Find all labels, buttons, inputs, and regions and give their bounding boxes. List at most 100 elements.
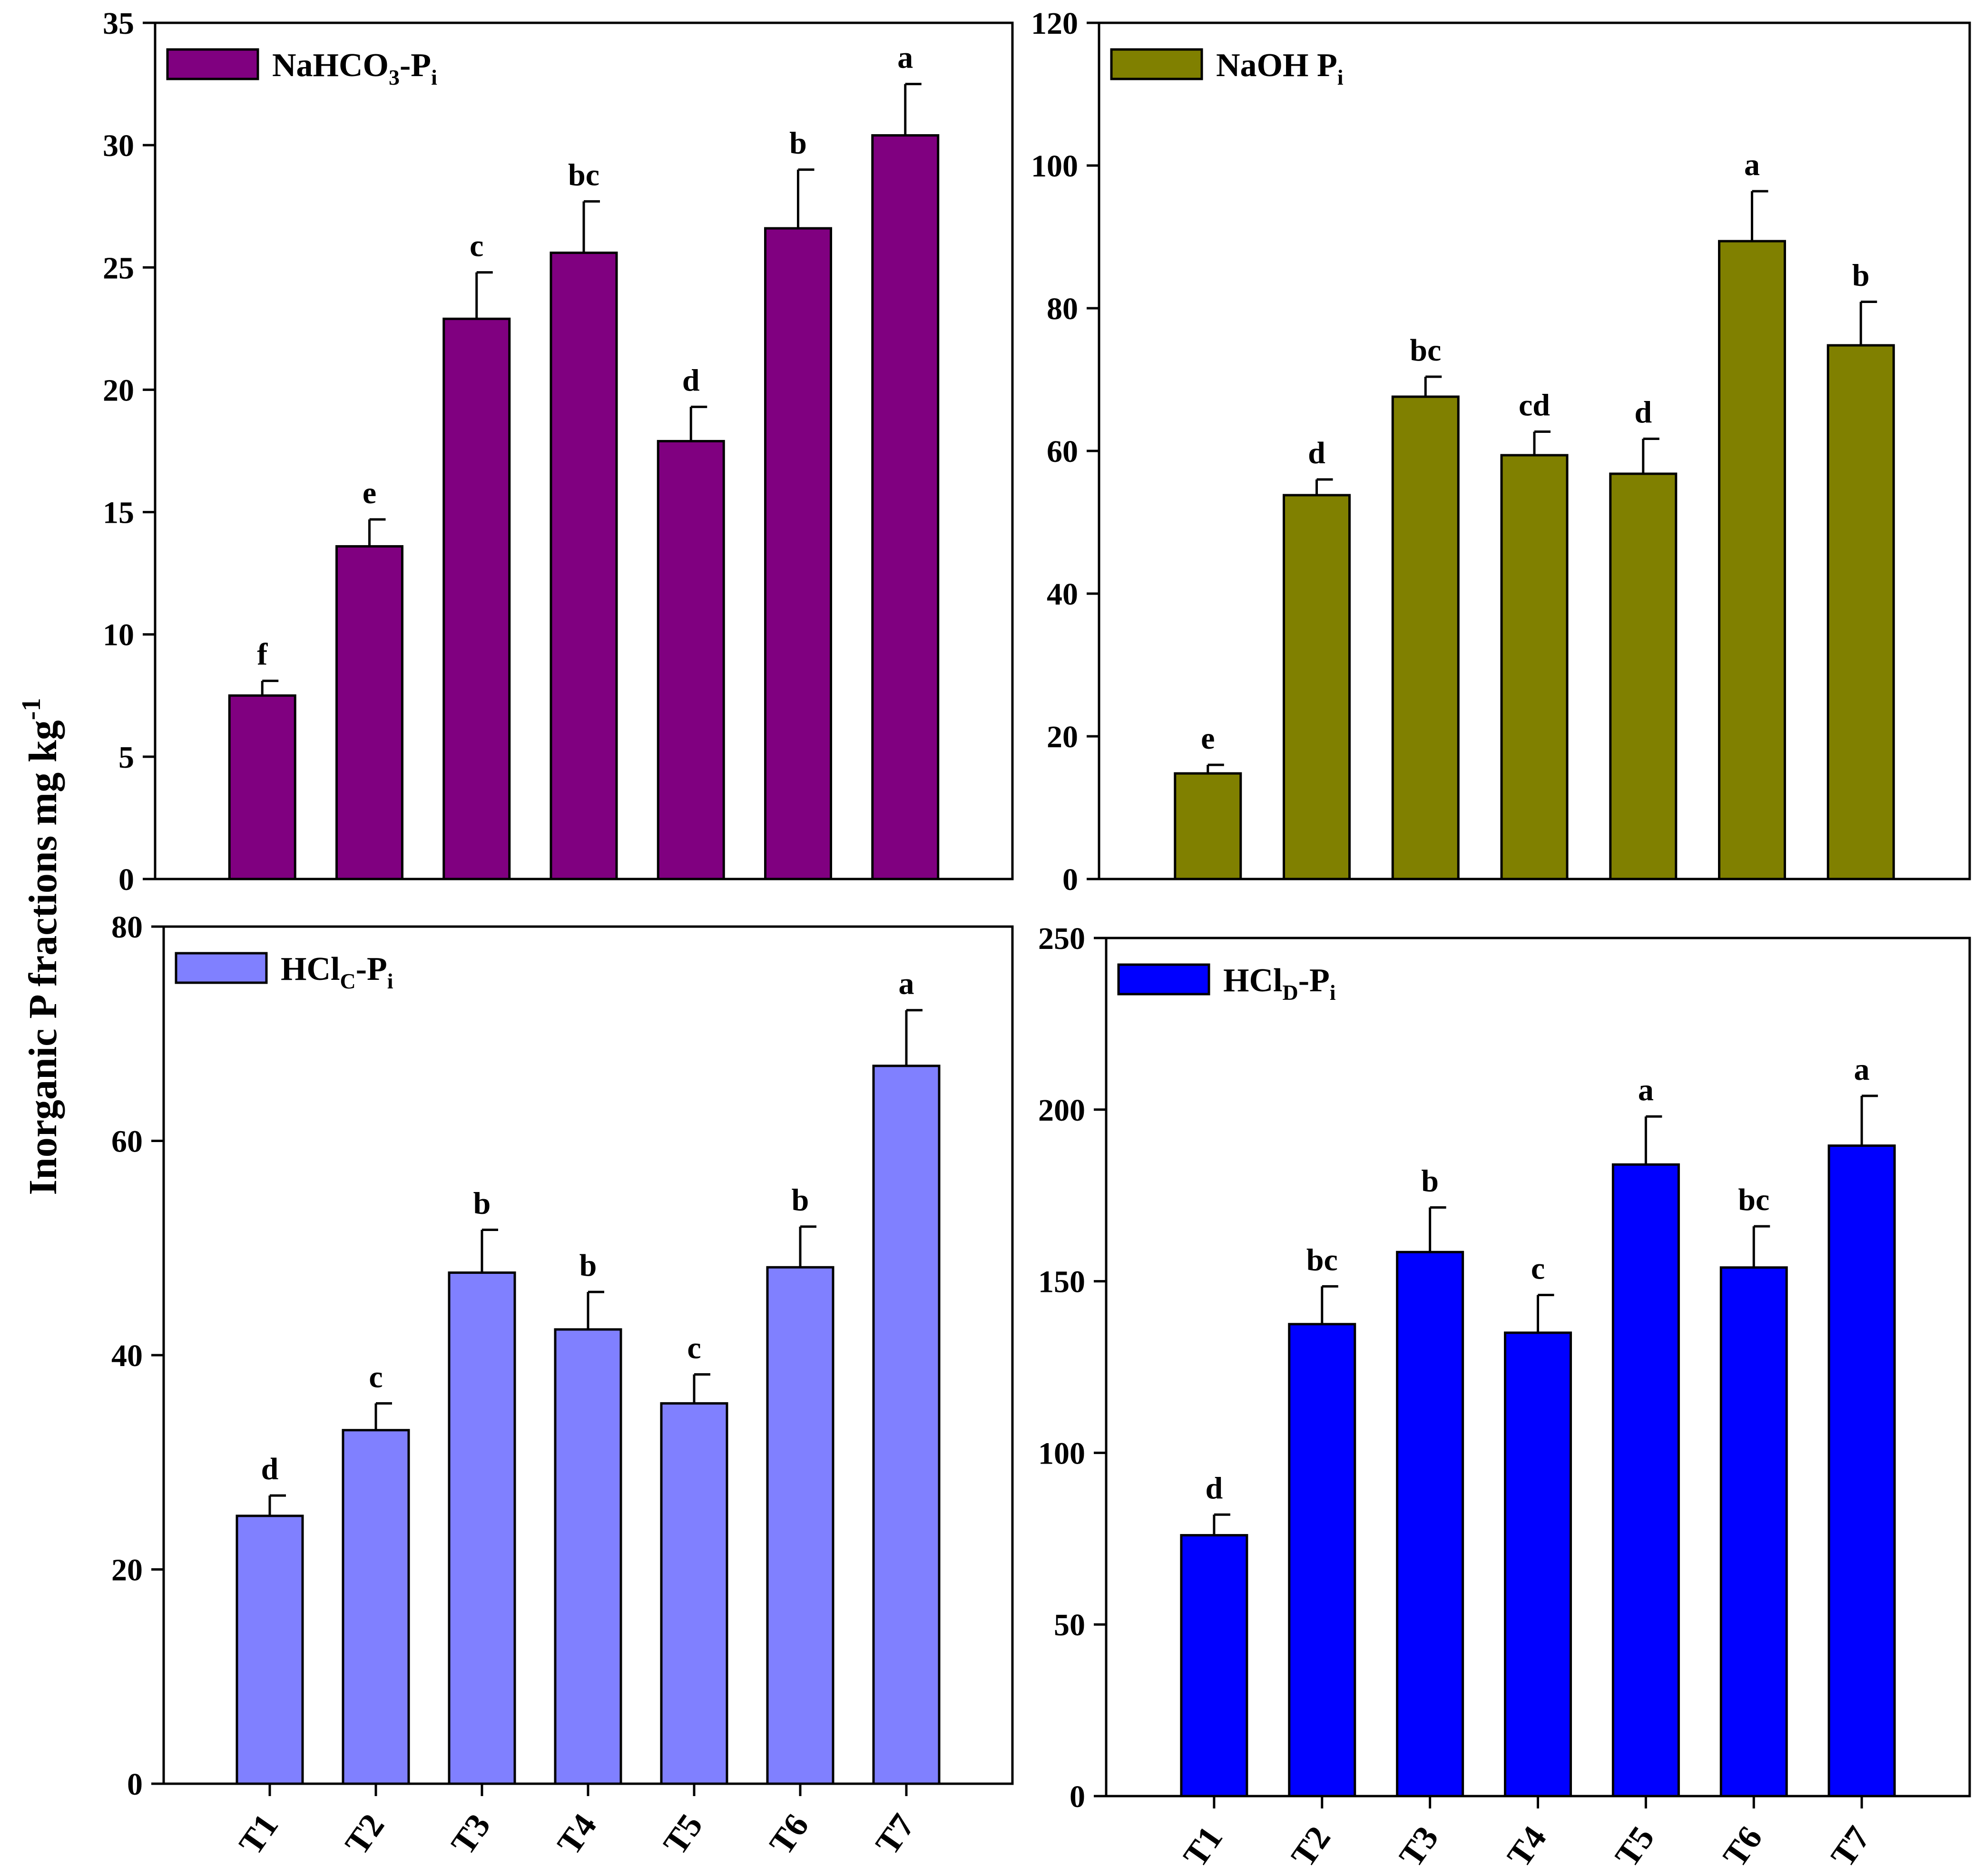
- bar-t2: [342, 1429, 410, 1785]
- x-category-label: T6: [1716, 1819, 1770, 1874]
- bar-t6: [766, 1266, 834, 1785]
- legend: NaHCO3-Pi: [166, 47, 437, 89]
- significance-letter: a: [899, 967, 914, 1001]
- bar-t3: [1391, 395, 1460, 880]
- x-category-label: T3: [1392, 1819, 1446, 1874]
- significance-letter: f: [257, 637, 268, 672]
- y-tick-label: 15: [103, 496, 134, 530]
- x-category-label: T2: [337, 1807, 392, 1862]
- significance-letter: b: [792, 1183, 809, 1218]
- y-tick-label: 60: [1047, 434, 1078, 469]
- bar-t3: [448, 1271, 516, 1785]
- panel-nahco3-pi: 0 5 10 15 20 25 30 35 f e c bc d b a NaHCO3-Pi: [103, 6, 1014, 897]
- significance-letter: b: [1852, 258, 1870, 293]
- y-ticks: 0 20 40 60 80 100 120: [1031, 6, 1099, 897]
- y-tick-label: 30: [103, 128, 134, 163]
- bar-t1: [1174, 772, 1242, 880]
- legend: HClD-Pi: [1117, 962, 1336, 1005]
- significance-letter: b: [789, 126, 807, 161]
- x-category-label: T7: [868, 1807, 922, 1862]
- significance-letter: d: [1206, 1471, 1223, 1505]
- y-tick-label: 200: [1038, 1093, 1085, 1128]
- x-categories: T1 T2 T3 T4 T5 T6 T7: [1176, 1796, 1877, 1874]
- legend-label: NaHCO3-Pi: [272, 47, 437, 89]
- bars: f e c bc d b a: [228, 40, 940, 880]
- bar-t4: [554, 1328, 622, 1785]
- y-tick-label: 100: [1038, 1436, 1085, 1471]
- y-tick-label: 40: [1047, 577, 1078, 612]
- bar-t3: [442, 317, 511, 880]
- legend-label: HClC-Pi: [281, 951, 393, 993]
- legend-label: NaOH Pi: [1216, 47, 1344, 89]
- legend: HClC-Pi: [175, 951, 393, 993]
- bar-t6: [1719, 1266, 1788, 1798]
- y-tick-label: 150: [1038, 1265, 1085, 1300]
- y-tick-label: 10: [103, 618, 134, 653]
- x-category-label: T1: [1176, 1819, 1230, 1874]
- x-categories: T1 T2 T3 T4 T5 T6 T7: [231, 1784, 922, 1862]
- significance-letter: e: [1201, 721, 1215, 756]
- y-ticks: 0 20 40 60 80: [111, 910, 164, 1802]
- y-tick-label: 0: [118, 862, 134, 897]
- bar-t2: [335, 545, 403, 880]
- x-category-label: T4: [550, 1807, 604, 1862]
- bar-t4: [1500, 454, 1569, 880]
- y-tick-label: 35: [103, 6, 134, 41]
- bar-t2: [1288, 1323, 1356, 1798]
- significance-letter: bc: [1738, 1182, 1769, 1217]
- y-ticks: 0 50 100 150 200 250: [1038, 921, 1106, 1814]
- significance-letter: c: [369, 1359, 383, 1394]
- bars: e d bc cd d a b: [1174, 147, 1895, 880]
- legend: NaOH Pi: [1110, 47, 1344, 89]
- significance-letter: a: [1638, 1073, 1654, 1107]
- bar-t5: [657, 440, 725, 880]
- x-category-label: T3: [443, 1807, 498, 1862]
- significance-letter: b: [579, 1248, 597, 1283]
- panel-hclc-pi: 0 20 40 60 80 d c b b c b a T1 T2 T3 T4 T5 T6 T7 HClC-Pi: [111, 910, 1014, 1862]
- significance-letter: c: [687, 1331, 701, 1366]
- x-category-label: T7: [1824, 1819, 1878, 1874]
- significance-letter: b: [473, 1186, 491, 1221]
- y-tick-label: 80: [111, 910, 143, 945]
- significance-letter: bc: [568, 157, 599, 192]
- x-category-label: T1: [231, 1807, 285, 1862]
- significance-letter: a: [1854, 1052, 1870, 1087]
- bar-t3: [1396, 1251, 1464, 1798]
- x-category-label: T6: [762, 1807, 816, 1862]
- bar-t7: [1826, 344, 1895, 880]
- bar-t4: [550, 251, 618, 880]
- y-tick-label: 20: [103, 373, 134, 408]
- significance-letter: d: [261, 1452, 279, 1486]
- y-axis-label: Inorganic P fractions mg kg-1: [17, 698, 65, 1195]
- bar-t7: [871, 134, 940, 880]
- y-tick-label: 0: [127, 1767, 143, 1802]
- bar-t1: [236, 1514, 304, 1785]
- y-tick-label: 80: [1047, 292, 1078, 326]
- y-tick-label: 20: [111, 1553, 143, 1588]
- x-category-label: T5: [656, 1807, 710, 1862]
- significance-letter: c: [1531, 1251, 1545, 1286]
- significance-letter: bc: [1306, 1242, 1338, 1277]
- bars: d c b b c b a: [236, 967, 941, 1785]
- x-category-label: T5: [1608, 1819, 1662, 1874]
- bar-t5: [1611, 1163, 1680, 1798]
- significance-letter: e: [363, 476, 376, 510]
- y-tick-label: 60: [111, 1124, 143, 1159]
- significance-letter: bc: [1410, 333, 1441, 368]
- y-tick-label: 40: [111, 1339, 143, 1373]
- y-tick-label: 0: [1062, 862, 1078, 897]
- legend-swatch: [1117, 963, 1210, 996]
- bar-t6: [1718, 240, 1786, 880]
- significance-letter: cd: [1519, 388, 1550, 423]
- significance-letter: d: [682, 363, 700, 398]
- y-tick-label: 250: [1038, 921, 1085, 956]
- significance-letter: a: [897, 40, 913, 75]
- x-category-label: T2: [1284, 1819, 1338, 1874]
- y-tick-label: 100: [1031, 149, 1078, 184]
- panel-naoh-pi: 0 20 40 60 80 100 120 e d bc cd d a b NaOH Pi: [1031, 6, 1971, 897]
- bar-t5: [1609, 472, 1678, 880]
- y-tick-label: 50: [1054, 1608, 1085, 1642]
- legend-swatch: [166, 48, 259, 80]
